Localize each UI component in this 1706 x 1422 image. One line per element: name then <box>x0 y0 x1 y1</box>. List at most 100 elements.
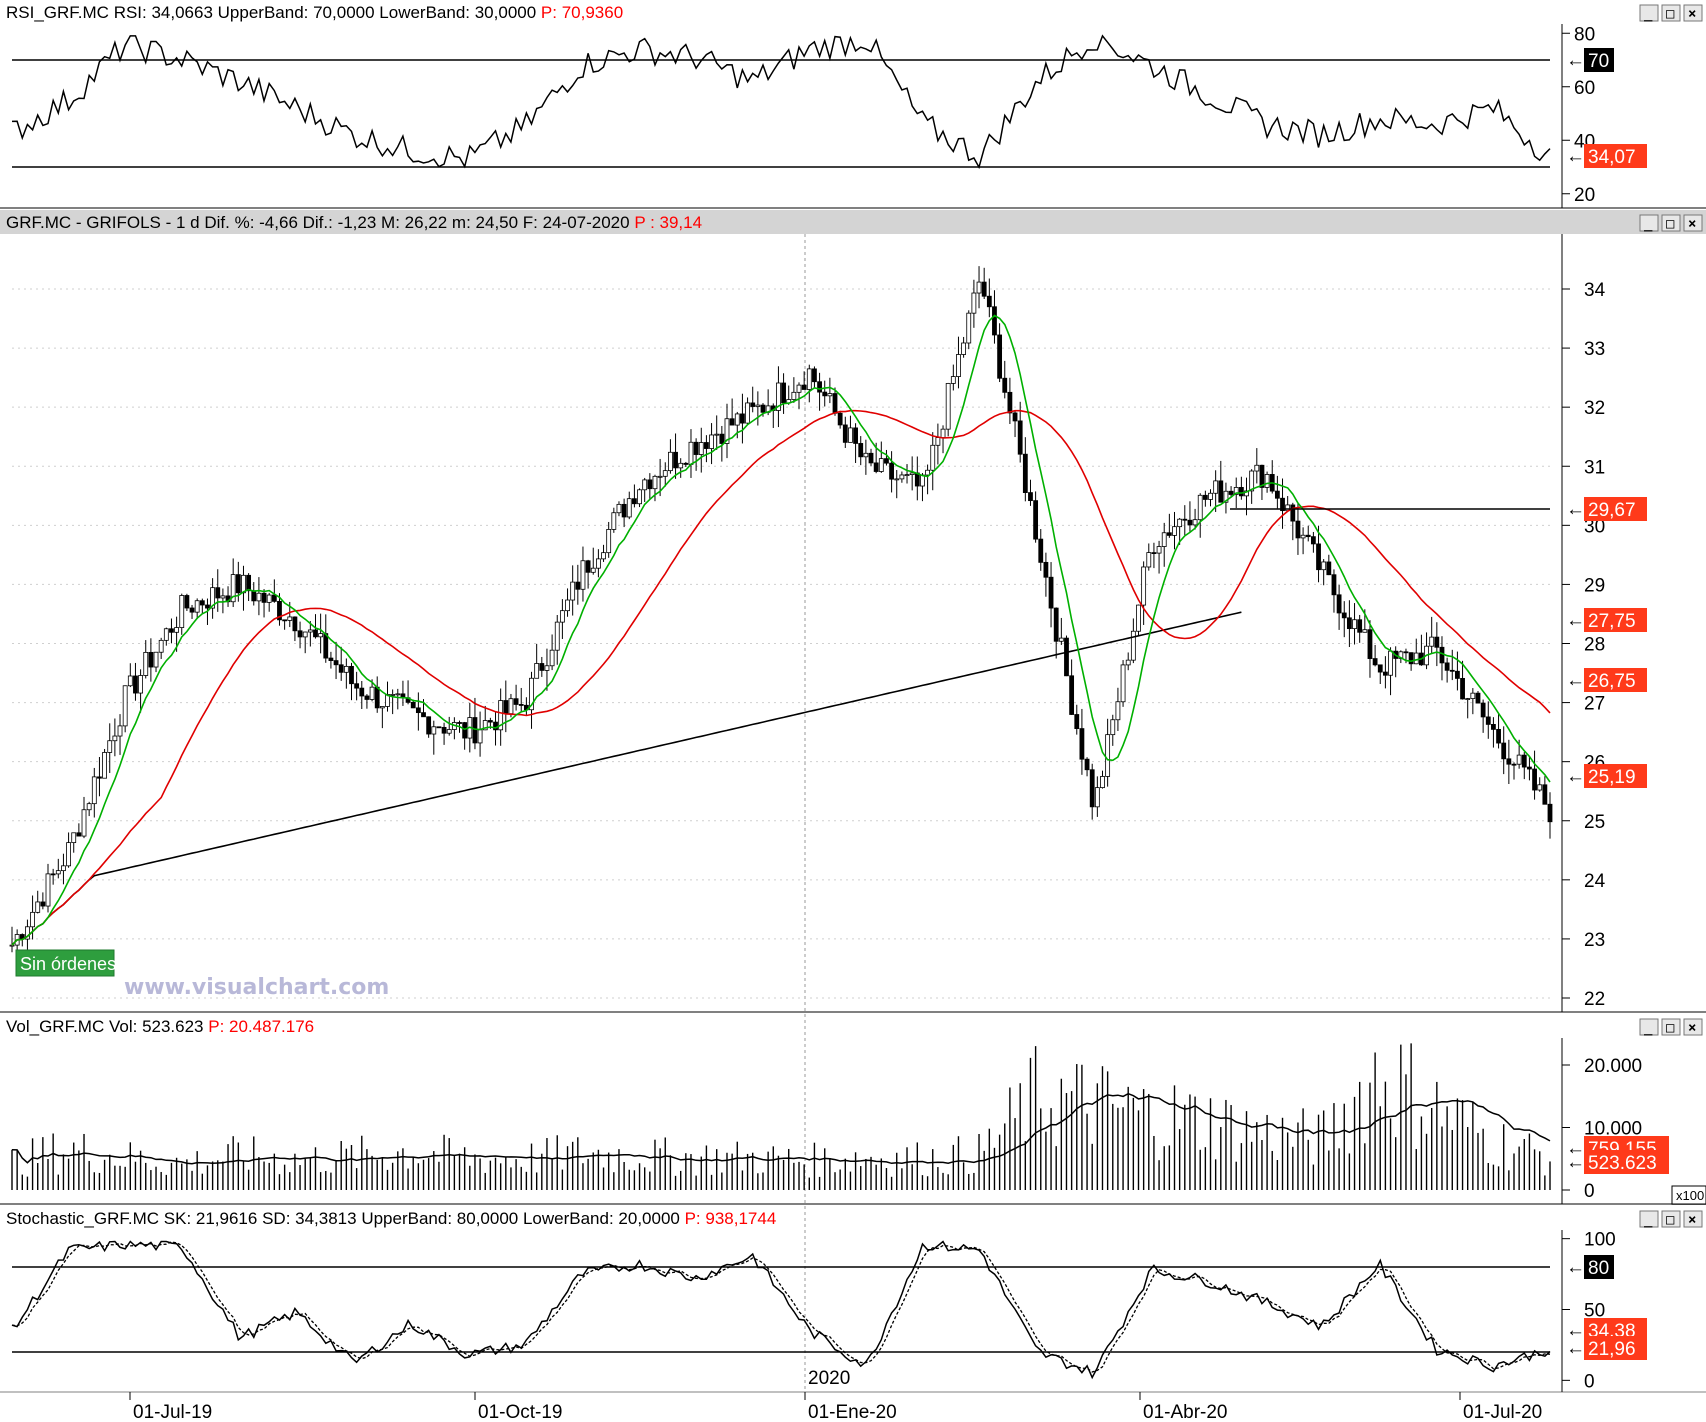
candle-body <box>781 382 786 404</box>
window-button[interactable] <box>1683 4 1703 22</box>
candle-body <box>714 433 720 436</box>
candle-body <box>153 651 159 668</box>
header-field: Vol: 523.623 <box>109 1017 208 1036</box>
candle-body <box>1151 552 1157 554</box>
candle-body <box>1079 728 1085 760</box>
candle-body <box>1511 763 1517 766</box>
candle-body <box>1388 650 1393 676</box>
candle-body <box>575 581 581 590</box>
candle-body <box>1300 534 1306 539</box>
volume-bars <box>11 1043 1551 1190</box>
candle-body <box>1254 464 1260 472</box>
candle-body <box>724 418 730 444</box>
axis-tick-label: 60 <box>1574 78 1595 99</box>
candle-body <box>1249 470 1255 492</box>
tag-arrow: ← <box>1566 610 1585 631</box>
window-button[interactable] <box>1683 1210 1703 1228</box>
axis-tick-label: 32 <box>1584 398 1605 419</box>
candle-body <box>750 402 756 407</box>
candle-body <box>1336 594 1342 614</box>
candle-body <box>179 595 185 628</box>
candle-body <box>719 433 725 444</box>
value-tag-box <box>1584 497 1647 521</box>
candle-body <box>45 873 51 907</box>
window-button[interactable] <box>1639 1210 1659 1228</box>
candle-body <box>693 441 699 455</box>
candle-body <box>858 443 864 458</box>
candle-body <box>1310 536 1316 545</box>
candle-body <box>554 621 560 651</box>
tag-arrow: ← <box>1566 50 1585 71</box>
window-button[interactable] <box>1639 4 1659 22</box>
tag-arrow: ← <box>1566 499 1585 520</box>
candle-body <box>318 633 324 638</box>
candle-body <box>776 382 781 411</box>
candle-body <box>709 434 714 449</box>
header-field: Dif. %: -4,66 <box>204 213 302 232</box>
candle-body <box>35 901 41 913</box>
candle-body <box>652 475 658 490</box>
panel-title: GRF.MC - GRIFOLS - 1 d <box>6 213 204 232</box>
candle-body <box>163 628 169 641</box>
window-button[interactable] <box>1661 1018 1681 1036</box>
candle-body <box>976 281 982 294</box>
candle-body <box>86 803 92 811</box>
candle-body <box>698 442 704 455</box>
candle-body <box>81 809 87 837</box>
candle-body <box>462 722 468 739</box>
candle-body <box>246 574 252 592</box>
candle-body <box>1491 724 1496 730</box>
window-button[interactable] <box>1683 214 1703 232</box>
candle-body <box>1501 742 1507 760</box>
window-button[interactable] <box>1639 1018 1659 1036</box>
tag-arrow: ← <box>1566 146 1585 167</box>
candle-body <box>827 393 833 397</box>
candle-body <box>364 695 370 700</box>
candle-body <box>544 665 550 671</box>
rsi-header: RSI_GRF.MC RSI: 34,0663 UpperBand: 70,00… <box>6 3 623 22</box>
candle-body <box>277 600 282 621</box>
candle-body <box>127 675 133 687</box>
candle-body <box>745 402 750 424</box>
candle-body <box>621 503 627 518</box>
candle-body <box>1100 776 1105 789</box>
candle-body <box>884 458 889 464</box>
value-tag-label: 27,75 <box>1588 611 1636 632</box>
window-button[interactable] <box>1661 4 1681 22</box>
candle-body <box>817 381 822 393</box>
candle-body <box>379 706 385 709</box>
candle-body <box>313 629 318 638</box>
candle-body <box>1084 758 1090 771</box>
candle-body <box>61 865 66 872</box>
candle-body <box>1305 534 1311 538</box>
candle-body <box>837 412 843 426</box>
window-button[interactable] <box>1661 214 1681 232</box>
candle-body <box>184 595 190 609</box>
candle-body <box>1280 497 1285 512</box>
candle-body <box>189 607 195 613</box>
candle-body <box>50 873 56 876</box>
axis-tick-label: 100 <box>1584 1230 1616 1251</box>
candle-body <box>1069 675 1075 715</box>
value-tag-label: 25,19 <box>1588 767 1636 788</box>
window-button[interactable] <box>1661 1210 1681 1228</box>
candle-body <box>158 639 164 653</box>
candle-body <box>410 701 416 709</box>
candle-body <box>1465 698 1471 700</box>
window-button[interactable] <box>1639 214 1659 232</box>
candle-body <box>1208 492 1213 500</box>
candle-body <box>307 629 313 633</box>
value-tag-box <box>1584 764 1647 788</box>
candle-body <box>801 384 807 390</box>
candle-body <box>282 619 288 622</box>
orders-status-badge[interactable] <box>15 949 115 977</box>
candle-body <box>518 704 524 706</box>
stochastic-header: Stochastic_GRF.MC SK: 21,9616 SD: 34,381… <box>6 1209 776 1228</box>
candle-body <box>1346 617 1352 630</box>
candle-body <box>1434 636 1440 648</box>
price-header: GRF.MC - GRIFOLS - 1 d Dif. %: -4,66 Dif… <box>6 213 702 232</box>
window-button[interactable] <box>1683 1018 1703 1036</box>
candle-body <box>1521 754 1527 768</box>
x-axis-label: 01-Jul-19 <box>133 1402 212 1422</box>
candle-body <box>1455 670 1460 679</box>
